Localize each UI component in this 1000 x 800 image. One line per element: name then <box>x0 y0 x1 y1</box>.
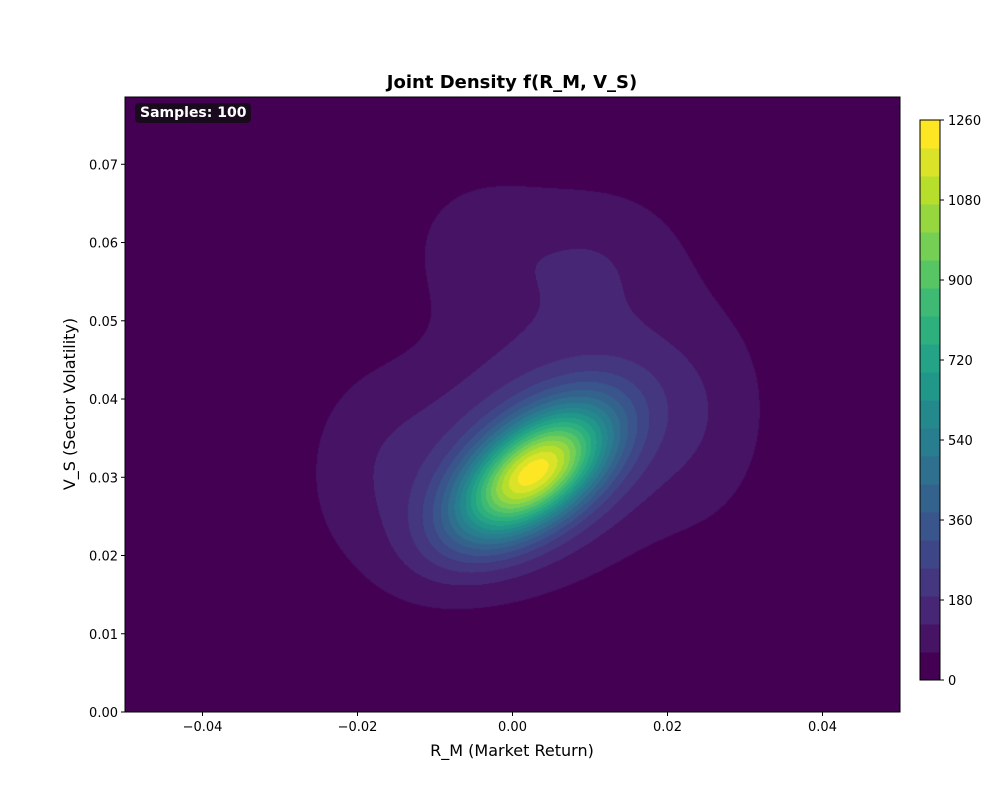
colorbar-tick-label: 720 <box>948 354 973 369</box>
colorbar-tick-label: 0 <box>948 674 956 689</box>
y-tick-label: 0.03 <box>89 471 118 486</box>
y-tick-label: 0.04 <box>89 393 118 408</box>
colorbar-level <box>920 120 940 149</box>
colorbar-level <box>920 288 940 317</box>
y-tick-label: 0.02 <box>89 550 118 565</box>
colorbar-level <box>920 176 940 205</box>
colorbar-level <box>920 624 940 653</box>
colorbar-tick-label: 180 <box>948 594 973 609</box>
y-tick-label: 0.06 <box>89 237 118 252</box>
colorbar-level <box>920 456 940 485</box>
colorbar-tick-label: 360 <box>948 514 973 529</box>
x-tick-label: 0.04 <box>808 720 837 735</box>
colorbar-level <box>920 652 940 681</box>
colorbar-level <box>920 260 940 289</box>
x-tick-label: 0.00 <box>498 720 527 735</box>
colorbar-frame <box>919 119 941 681</box>
colorbar-level <box>920 148 940 177</box>
colorbar-level <box>920 400 940 429</box>
colorbar-level <box>920 428 940 457</box>
x-tick-label: 0.02 <box>653 720 682 735</box>
y-tick-label: 0.07 <box>89 158 118 173</box>
colorbar-level <box>920 344 940 373</box>
colorbar-level <box>920 232 940 261</box>
y-tick-label: 0.00 <box>89 706 118 721</box>
y-axis-label: V_S (Sector Volatility) <box>60 318 80 490</box>
colorbar-tick-label: 540 <box>948 434 973 449</box>
y-tick-label: 0.05 <box>89 315 118 330</box>
colorbar-tick-label: 1080 <box>948 194 981 209</box>
colorbar-level <box>920 568 940 597</box>
colorbar: 0 180 360 540 720 900 1080 1260 <box>919 114 981 689</box>
x-tick-label: −0.04 <box>183 720 223 735</box>
colorbar-level <box>920 540 940 569</box>
samples-annotation: Samples: 100 <box>135 103 252 123</box>
colorbar-level <box>920 372 940 401</box>
colorbar-level <box>920 512 940 541</box>
colorbar-level <box>920 204 940 233</box>
chart-title: Joint Density f(R_M, V_S) <box>385 72 637 93</box>
colorbar-level <box>920 484 940 513</box>
x-axis-label: R_M (Market Return) <box>430 741 594 761</box>
x-tick-label: −0.02 <box>338 720 378 735</box>
colorbar-level <box>920 596 940 625</box>
colorbar-level <box>920 316 940 345</box>
colorbar-tick-label: 900 <box>948 274 973 289</box>
plot-frame <box>124 96 901 713</box>
y-tick-label: 0.01 <box>89 628 118 643</box>
density-field <box>125 97 900 712</box>
colorbar-tick-label: 1260 <box>948 114 981 129</box>
